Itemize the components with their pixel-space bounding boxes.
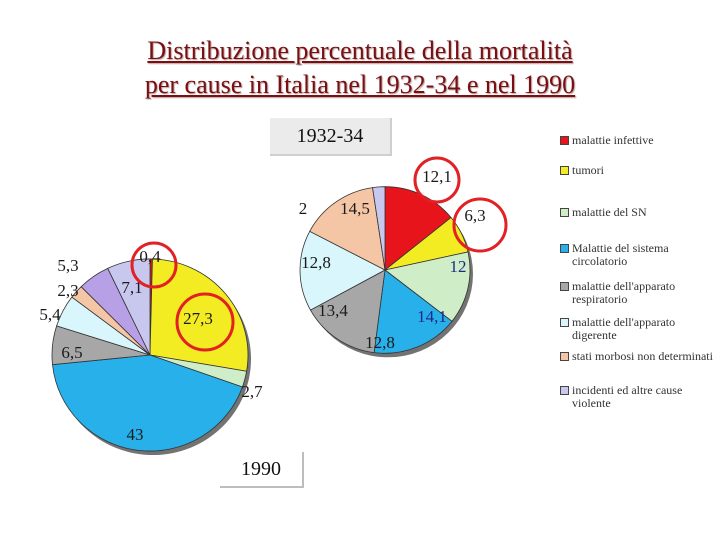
legend-label: incidenti ed altre cause violente [572, 383, 683, 410]
pie-1-slice-3 [52, 354, 243, 452]
pie-1-label-3: 43 [127, 425, 144, 444]
pie-1-label-2: 2,7 [241, 382, 263, 401]
pie-1932-title: 1932-34 [270, 118, 392, 156]
legend-swatch [560, 166, 569, 175]
pie-0-slice-6 [309, 187, 386, 271]
pie-0-slice-5 [299, 230, 386, 311]
pie-0-label-5: 13,4 [318, 301, 348, 320]
pie-1-label-6: 2,3 [57, 281, 78, 300]
pie-1-label-7: 5,3 [57, 256, 78, 275]
legend-swatch [560, 318, 569, 327]
page-title: Distribuzione percentuale della mortalit… [0, 34, 720, 102]
legend-swatch [560, 208, 569, 217]
pie-0-label-0: 12,1 [422, 167, 452, 186]
legend-label: malattie del SN [572, 205, 647, 219]
pie-1-label-4: 6,5 [61, 343, 82, 362]
legend-label: malattie dell'apparato digerente [572, 315, 676, 342]
pie-0-label-4: 12,8 [365, 333, 395, 352]
pie-0-slice-2 [384, 251, 471, 322]
legend-label: stati morbosi non determinati [572, 349, 713, 363]
legend-swatch [560, 282, 569, 291]
legend-swatch [560, 244, 569, 253]
legend-swatch [560, 136, 569, 145]
title-line-1: Distribuzione percentuale della mortalit… [147, 36, 573, 65]
pie-1-label-0: 0,4 [139, 247, 161, 266]
legend-swatch [560, 352, 569, 361]
pie-0-slice-7 [372, 186, 386, 271]
pie-0-highlight-ring-1 [452, 197, 508, 253]
pie-0-label-7: 2 [299, 199, 308, 218]
pie-1-label-8: 7,1 [121, 278, 142, 297]
pie-0-label-2: 12 [450, 257, 467, 276]
pie-0-slice-4 [309, 269, 386, 354]
legend-label: malattie infettive [572, 133, 654, 147]
title-line-2: per cause in Italia nel 1932-34 e nel 19… [144, 70, 576, 99]
pie-0-label-6: 12,8 [301, 253, 331, 272]
pie-1-highlight-ring-0 [130, 241, 178, 289]
legend-label: tumori [572, 163, 604, 177]
pie-0-slice-3 [373, 269, 453, 354]
pie-0-label-3: 14,1 [417, 307, 447, 326]
legend-label: malattie dell'apparato respiratorio [572, 279, 676, 306]
pie-1-label-5: 5,4 [39, 305, 61, 324]
pie-0-label-1: 6,3 [464, 206, 485, 225]
pie-1990-title: 1990 [220, 452, 304, 488]
legend-swatch [560, 386, 569, 395]
pie-1-label-1: 27,3 [183, 309, 213, 328]
legend-label: Malattie del sistema circolatorio [572, 241, 669, 268]
pie-0-highlight-ring-0 [413, 156, 461, 204]
pie-0-extra-label: 14,5 [340, 199, 370, 218]
pie-1-highlight-ring-1 [175, 292, 235, 352]
